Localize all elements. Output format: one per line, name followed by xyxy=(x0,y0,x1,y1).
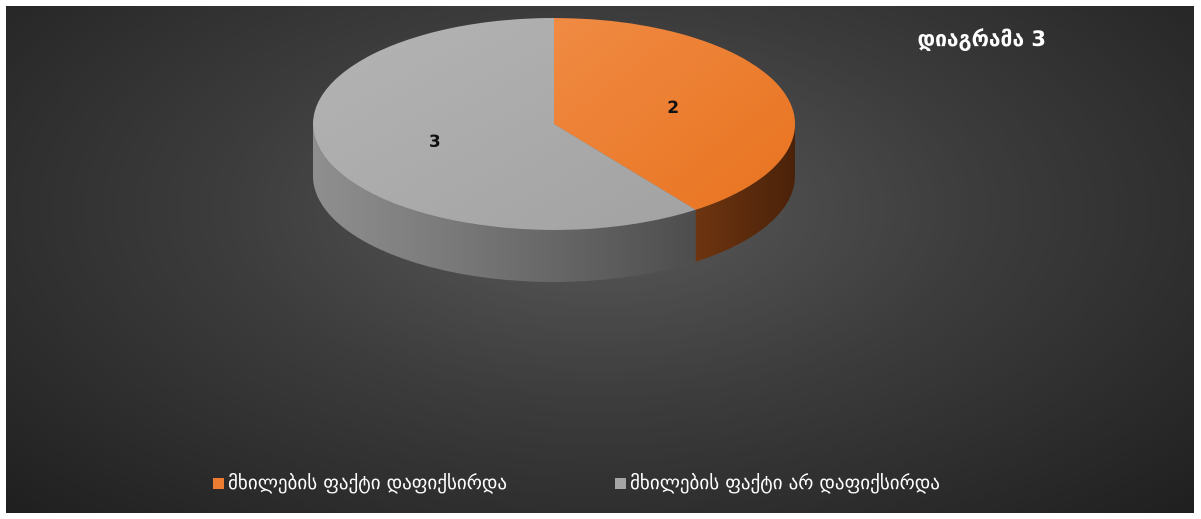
data-label-0: 2 xyxy=(667,98,679,118)
pie-chart: 23 დიაგრამა 3 მხილების ფაქტი დაფიქსირდა … xyxy=(213,18,1046,494)
legend: მხილების ფაქტი დაფიქსირდა მხილების ფაქტი… xyxy=(213,472,940,494)
pie-slice-1 xyxy=(313,18,696,230)
legend-label-1: მხილების ფაქტი არ დაფიქსირდა xyxy=(630,472,940,494)
data-label-1: 3 xyxy=(429,132,441,152)
pie-slice-0 xyxy=(554,18,796,210)
pie-group: 23 xyxy=(313,18,796,283)
legend-label-0: მხილების ფაქტი დაფიქსირდა xyxy=(228,472,507,494)
pie-slice-side-1 xyxy=(313,124,696,283)
chart-title: დიაგრამა 3 xyxy=(918,27,1046,51)
pie-slice-side-0 xyxy=(695,124,795,262)
legend-swatch-0 xyxy=(213,478,224,489)
legend-swatch-1 xyxy=(615,478,626,489)
